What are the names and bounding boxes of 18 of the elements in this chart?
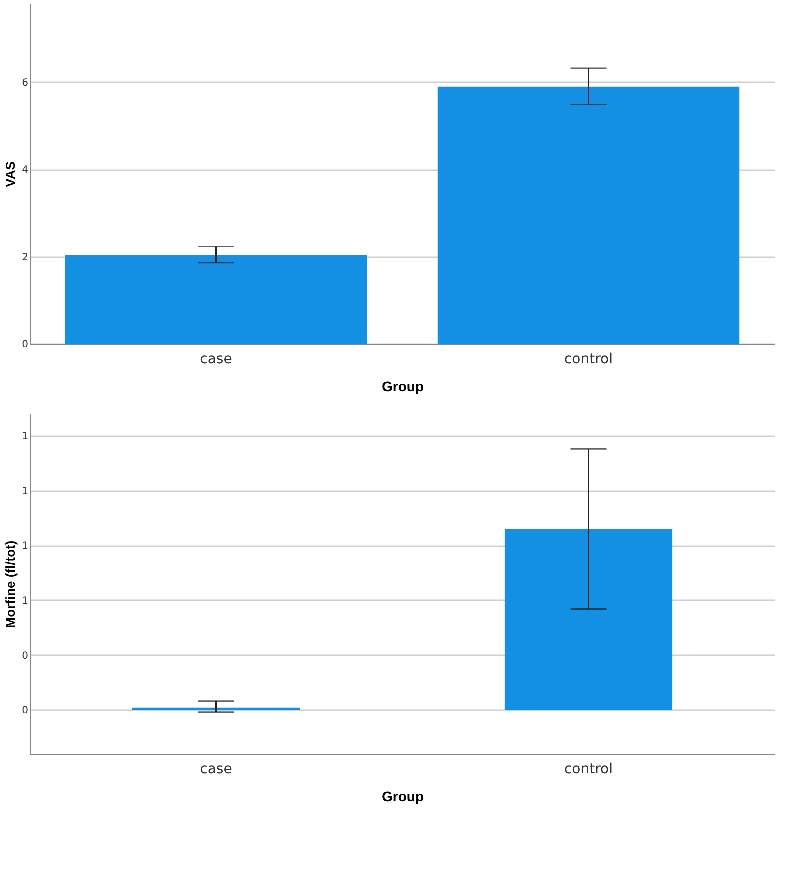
y-tick-label: 1 bbox=[22, 486, 28, 498]
y-tick-label: 6 bbox=[22, 78, 28, 89]
x-tick-label: case bbox=[200, 762, 232, 778]
x-axis-title: Group bbox=[382, 788, 424, 804]
y-tick-label: 0 bbox=[22, 706, 28, 717]
y-tick-label: 1 bbox=[22, 541, 28, 552]
x-tick-label: control bbox=[564, 352, 614, 368]
y-tick-label: 0 bbox=[22, 340, 28, 350]
x-tick-label: control bbox=[564, 762, 614, 778]
x-axis-title: Group bbox=[382, 378, 424, 394]
y-tick-label: 1 bbox=[22, 596, 28, 607]
y-axis-title: VAS bbox=[3, 161, 18, 188]
x-tick-label: case bbox=[200, 352, 232, 368]
y-tick-label: 1 bbox=[22, 431, 28, 442]
y-axis-title: Morfine (fl/tot) bbox=[3, 540, 18, 628]
y-tick-label: 4 bbox=[22, 165, 28, 176]
y-tick-label: 2 bbox=[22, 252, 28, 264]
y-tick-label: 0 bbox=[22, 650, 28, 662]
